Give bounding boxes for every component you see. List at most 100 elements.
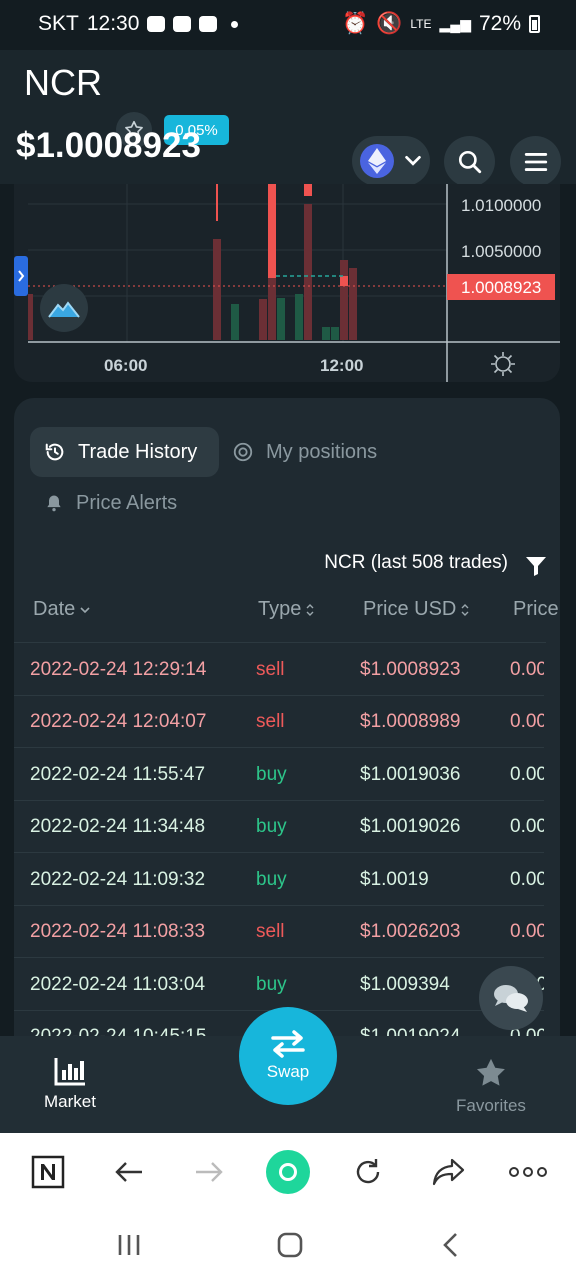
- recent-apps-icon[interactable]: [116, 1233, 142, 1257]
- nav-favorites[interactable]: Favorites: [456, 1056, 526, 1116]
- sort-icon: [306, 603, 314, 616]
- more-dots-icon: [509, 1167, 547, 1177]
- search-button[interactable]: [444, 136, 495, 187]
- chevron-right-icon: [18, 270, 25, 282]
- trades-panel: Trade History My positions Price Alerts …: [14, 398, 560, 1098]
- chat-app-icon: [173, 16, 192, 32]
- tradingview-logo[interactable]: [40, 284, 88, 332]
- tab-trade-history[interactable]: Trade History: [30, 427, 219, 477]
- browser-share-button[interactable]: [428, 1151, 470, 1193]
- tradingview-icon: [48, 301, 80, 318]
- current-price-tag: [447, 274, 555, 300]
- chat-button[interactable]: [479, 966, 543, 1030]
- trade-price-native: 0.00: [510, 816, 544, 837]
- star-outline-icon: [125, 120, 143, 139]
- volume-bar: [231, 304, 239, 340]
- candle: [216, 184, 218, 221]
- trade-type: buy: [256, 869, 287, 890]
- price-chart[interactable]: 1.0100000 1.0050000 1.0008923 06:00 12:0…: [14, 184, 560, 382]
- trade-price-native: 0.00: [510, 921, 544, 942]
- column-header-date[interactable]: Date: [33, 598, 91, 621]
- trade-type: sell: [256, 921, 285, 942]
- nav-favorites-label: Favorites: [456, 1096, 526, 1115]
- candle: [304, 184, 312, 196]
- signal-icon: ▂▄▆: [439, 15, 471, 32]
- trade-price-usd: $1.0019026: [360, 816, 461, 837]
- trade-type: buy: [256, 764, 287, 785]
- trade-price-usd: $1.0019036: [360, 764, 461, 785]
- browser-back-button[interactable]: [108, 1151, 150, 1193]
- trade-type: sell: [256, 659, 285, 680]
- x-tick-label: 06:00: [104, 356, 147, 375]
- table-row[interactable]: 2022-02-24 11:55:47 buy $1.0019036 0.00: [14, 749, 544, 801]
- column-header-date-label: Date: [33, 598, 76, 620]
- browser-refresh-button[interactable]: [347, 1151, 389, 1193]
- current-price-tag-label: 1.0008923: [461, 278, 541, 297]
- token-symbol: NCR: [24, 62, 102, 103]
- table-row[interactable]: 2022-02-24 11:09:32 buy $1.0019 0.00: [14, 854, 544, 906]
- system-navigation-bar: [0, 1211, 576, 1280]
- chevron-down-icon: [405, 155, 421, 166]
- filter-icon[interactable]: [524, 554, 548, 578]
- x-tick-label: 12:00: [320, 356, 363, 375]
- home-icon[interactable]: [277, 1232, 303, 1258]
- header-divider: [14, 642, 546, 643]
- tab-price-alerts[interactable]: Price Alerts: [44, 478, 177, 528]
- browser-toolbar: [0, 1133, 576, 1211]
- tab-my-positions-label: My positions: [266, 440, 378, 463]
- browser-more-button[interactable]: [507, 1151, 549, 1193]
- trade-date: 2022-02-24 11:09:32: [30, 869, 206, 890]
- share-arrow-icon: [432, 1158, 465, 1186]
- trade-price-native: 0.00: [510, 659, 544, 680]
- trades-count-title: NCR (last 508 trades): [324, 552, 508, 573]
- trade-date: 2022-02-24 11:55:47: [30, 764, 206, 785]
- table-row[interactable]: 2022-02-24 12:29:14 sell $1.0008923 0.00: [14, 644, 544, 696]
- column-header-type[interactable]: Type: [258, 598, 315, 621]
- trade-price-usd: $1.0026203: [360, 921, 461, 942]
- nav-market[interactable]: Market: [44, 1056, 96, 1112]
- volume-bar: [28, 294, 33, 340]
- chain-selector-button[interactable]: [352, 136, 430, 186]
- chart-toolbar-toggle[interactable]: [14, 256, 28, 296]
- trade-type: buy: [256, 816, 287, 837]
- swap-button[interactable]: Swap: [239, 1007, 337, 1105]
- trade-type: buy: [256, 974, 287, 995]
- y-tick-label: 1.0050000: [461, 242, 541, 261]
- tab-my-positions[interactable]: My positions: [232, 427, 377, 477]
- browser-home-button[interactable]: [27, 1151, 69, 1193]
- column-header-price-usd[interactable]: Price USD: [363, 598, 470, 621]
- search-icon: [458, 150, 481, 173]
- trade-price-native: 0.00: [510, 711, 544, 732]
- table-row[interactable]: 2022-02-24 11:08:33 sell $1.0026203 0.00: [14, 906, 544, 958]
- volume-bar: [349, 268, 357, 340]
- app-notification-icon: [199, 16, 218, 32]
- target-icon: [233, 442, 253, 462]
- tab-trade-history-label: Trade History: [78, 440, 198, 463]
- favorite-star-button[interactable]: [116, 112, 152, 148]
- tab-price-alerts-label: Price Alerts: [76, 491, 178, 514]
- trade-price-usd: $1.0008989: [360, 711, 461, 732]
- trade-price-usd: $1.009394: [360, 974, 450, 995]
- table-row[interactable]: 2022-02-24 12:04:07 sell $1.0008989 0.00: [14, 696, 544, 748]
- table-row[interactable]: 2022-02-24 11:03:04 buy $1.009394 0.00: [14, 959, 544, 1011]
- current-price: $1.0008923: [16, 126, 201, 165]
- trade-price-usd: $1.0019: [360, 869, 429, 890]
- table-row[interactable]: 2022-02-24 11:34:48 buy $1.0019026 0.00: [14, 801, 544, 853]
- sort-desc-icon: [80, 606, 90, 613]
- menu-button[interactable]: [510, 136, 561, 187]
- more-notifications-icon: [231, 20, 239, 28]
- refresh-icon: [356, 1159, 380, 1184]
- volume-bar: [259, 299, 267, 340]
- browser-forward-button[interactable]: [188, 1151, 230, 1193]
- swap-label: Swap: [266, 1062, 310, 1081]
- back-icon[interactable]: [441, 1232, 461, 1258]
- column-header-price-native[interactable]: Price: [513, 598, 560, 621]
- volume-bar: [304, 204, 312, 340]
- volume-bar: [213, 239, 221, 340]
- ethereum-icon: [360, 144, 394, 178]
- browser-green-dot-button[interactable]: [264, 1148, 312, 1196]
- trade-date: 2022-02-24 12:29:14: [30, 659, 207, 680]
- chart-settings-gear-icon[interactable]: [491, 352, 515, 376]
- swap-arrows-icon: [271, 1030, 305, 1058]
- trade-date: 2022-02-24 11:03:04: [30, 974, 206, 995]
